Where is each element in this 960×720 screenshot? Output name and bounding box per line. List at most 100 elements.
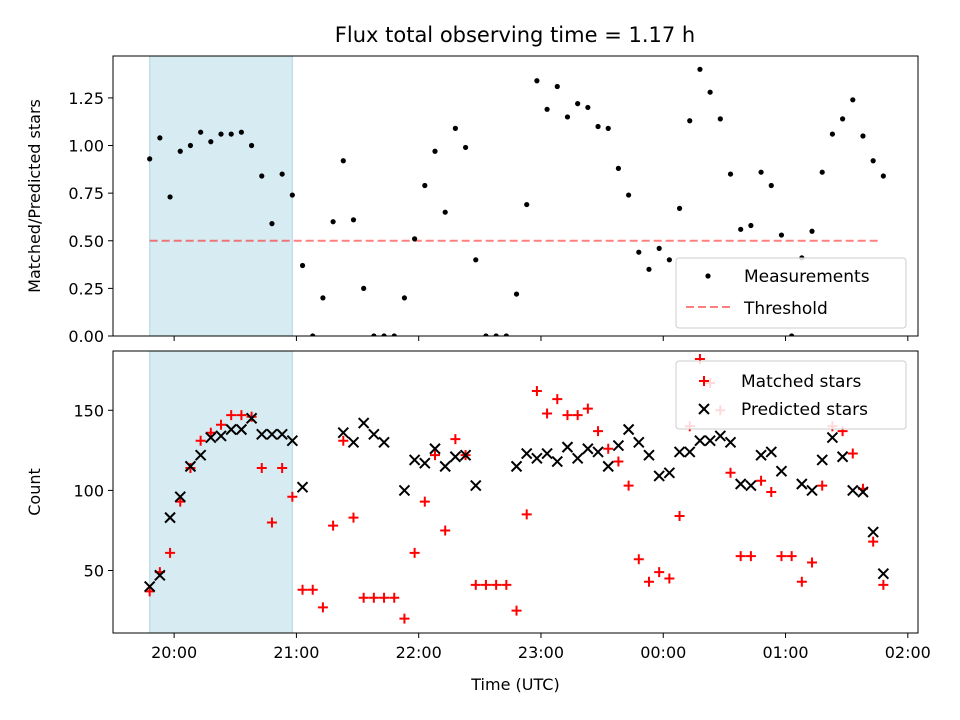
y-axis-label: Matched/Predicted stars xyxy=(25,99,44,293)
x-tick-label: 00:00 xyxy=(640,643,686,662)
matched-star-point xyxy=(440,525,451,536)
legend-measurements-label: Measurements xyxy=(744,267,870,287)
measurement-point xyxy=(391,333,397,336)
legend-predicted-label: Predicted stars xyxy=(741,400,868,420)
measurement-point xyxy=(177,148,183,154)
matched-star-point xyxy=(542,408,553,419)
predicted-star-point xyxy=(235,423,248,436)
measurement-point xyxy=(432,148,438,154)
measurement-point xyxy=(442,209,448,215)
matched-star-point xyxy=(664,573,675,584)
matched-star-point xyxy=(582,403,593,414)
measurement-point xyxy=(473,257,479,263)
measurement-point xyxy=(310,333,316,336)
measurement-point xyxy=(299,262,306,269)
x-tick-label: 20:00 xyxy=(151,643,197,662)
predicted-star-point xyxy=(143,580,156,593)
predicted-star-point xyxy=(714,430,727,442)
measurement-point xyxy=(320,295,326,301)
predicted-star-point xyxy=(368,428,380,441)
matched-star-point xyxy=(236,410,247,421)
measurement-point xyxy=(727,171,734,177)
measurement-point xyxy=(493,333,499,336)
predicted-star-point xyxy=(867,526,879,538)
axes-frame xyxy=(112,350,919,634)
legend: Measurements Threshold xyxy=(675,257,907,329)
matched-star-point xyxy=(521,509,532,520)
axes-frame xyxy=(112,55,919,337)
measurement-point xyxy=(839,116,846,122)
predicted-star-point xyxy=(521,447,533,460)
predicted-star-point xyxy=(408,454,421,466)
matched-star-point xyxy=(277,462,288,473)
predicted-star-point xyxy=(510,460,523,473)
measurement-point xyxy=(381,333,387,336)
legend-threshold-label: Threshold xyxy=(743,299,828,319)
predicted-star-point xyxy=(826,431,839,444)
predicted-star-point xyxy=(775,465,788,477)
y-tick-label: 150 xyxy=(73,401,104,420)
y-tick-label: 1.25 xyxy=(68,89,104,108)
x-tick-label: 22:00 xyxy=(396,643,442,662)
measurement-point xyxy=(850,97,856,103)
plot-area xyxy=(147,56,886,336)
plot-area xyxy=(143,351,890,633)
measurement-point xyxy=(208,139,214,145)
predicted-star-point xyxy=(633,436,645,449)
measurement-point xyxy=(218,131,224,137)
measurement-point xyxy=(452,125,458,131)
legend-box xyxy=(675,257,907,329)
measurement-point xyxy=(717,116,723,122)
predicted-star-point xyxy=(673,446,686,458)
matched-star-point xyxy=(572,410,583,421)
predicted-star-point xyxy=(184,460,197,473)
matched-star-point xyxy=(205,427,216,438)
measurement-point xyxy=(340,158,346,164)
measurement-point xyxy=(289,192,295,198)
predicted-star-point xyxy=(694,435,706,447)
measurement-point xyxy=(524,201,530,208)
matched-star-point xyxy=(185,462,196,473)
measurement-point xyxy=(534,78,540,84)
observing-window-shade xyxy=(149,56,293,336)
matched-star-point xyxy=(297,584,308,595)
matched-star-point xyxy=(735,551,746,562)
measurement-point xyxy=(758,169,764,175)
predicted-star-point xyxy=(724,436,737,449)
measurement-point xyxy=(483,333,489,336)
measurement-point xyxy=(503,333,509,336)
matched-star-point xyxy=(256,462,267,473)
matched-star-point xyxy=(878,579,889,590)
matched-star-point xyxy=(338,435,349,446)
measurement-point xyxy=(401,295,408,301)
predicted-star-point xyxy=(663,467,676,479)
measurement-point xyxy=(248,142,255,149)
measurement-point xyxy=(513,291,520,297)
y-tick-label: 50 xyxy=(84,562,104,581)
predicted-star-point xyxy=(215,430,227,442)
measurement-point xyxy=(585,104,591,111)
matched-star-point xyxy=(633,554,644,565)
predicted-star-point xyxy=(582,443,594,455)
predicted-star-point xyxy=(796,478,808,490)
predicted-star-point xyxy=(734,478,747,490)
matched-star-point xyxy=(593,426,604,437)
matched-star-point xyxy=(399,613,410,624)
matched-star-point xyxy=(144,586,155,597)
measurement-point xyxy=(870,158,876,164)
predicted-star-point xyxy=(612,439,625,452)
matched-star-point xyxy=(246,411,257,422)
y-tick-label: 0.75 xyxy=(68,184,104,203)
measurement-point xyxy=(809,228,815,234)
predicted-star-point xyxy=(592,446,604,458)
matched-star-point xyxy=(745,551,756,562)
matched-star-point xyxy=(654,567,665,578)
measurement-point xyxy=(605,125,611,131)
measurement-point xyxy=(350,217,357,223)
matched-star-point xyxy=(450,434,461,445)
matched-star-point xyxy=(480,579,491,590)
predicted-star-point xyxy=(286,435,299,447)
measurement-point xyxy=(554,83,560,90)
measurement-point xyxy=(198,129,204,135)
